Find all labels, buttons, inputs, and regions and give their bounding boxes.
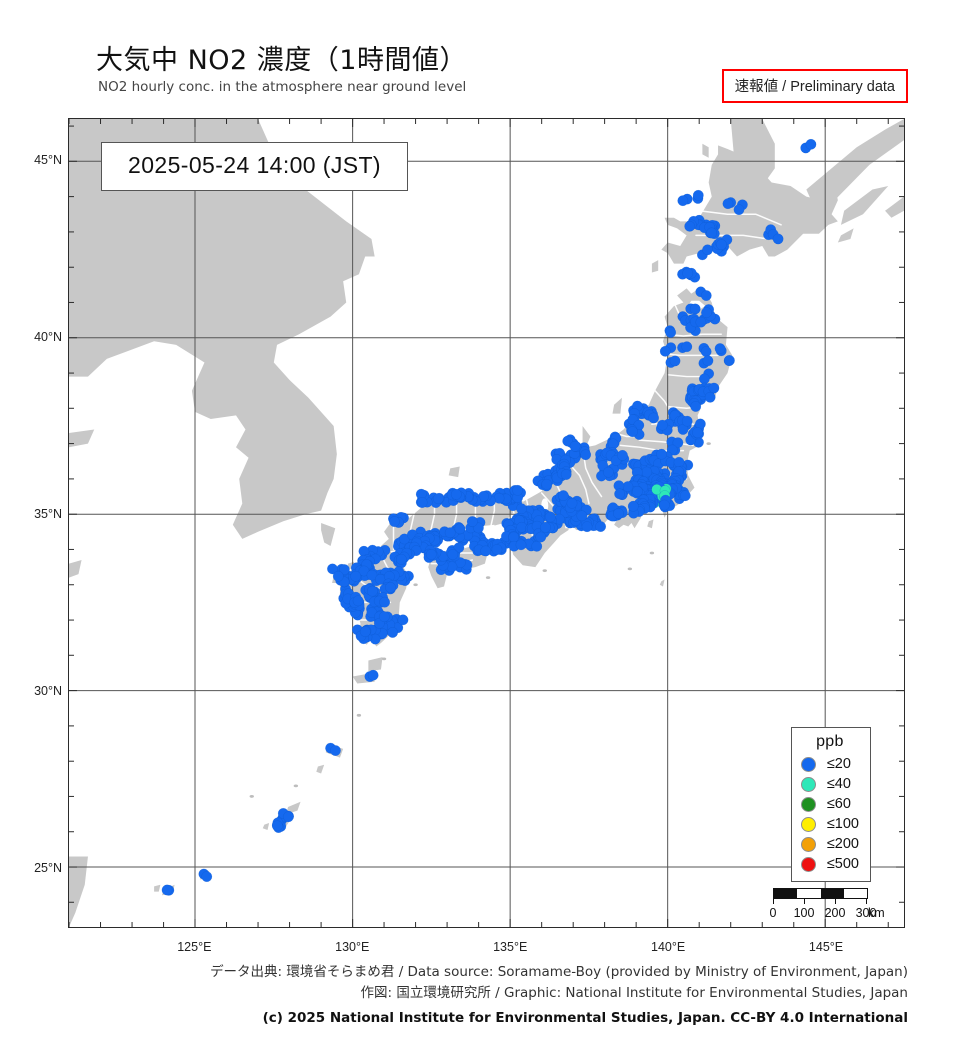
legend-item: ≤100: [800, 814, 859, 834]
y-axis-tick-label: 30°N: [34, 684, 62, 698]
admin-boundary-layer: [351, 210, 782, 621]
scale-bar-tick: [773, 899, 774, 904]
station-points-layer: [161, 138, 817, 896]
scale-bar-tick: [866, 899, 867, 904]
page-subtitle: NO2 hourly conc. in the atmosphere near …: [98, 79, 467, 95]
legend-color-swatch: [800, 816, 816, 832]
x-axis-tick-label: 135°E: [493, 940, 528, 954]
legend-box: ppb ≤20 ≤40 ≤60 ≤100 ≤200 ≤500: [790, 727, 871, 882]
footer-graphic-credit: 作図: 国立環境研究所 / Graphic: National Institut…: [360, 985, 908, 1001]
x-axis-tick-label: 125°E: [177, 940, 212, 954]
preliminary-data-badge: 速報値 / Preliminary data: [721, 69, 908, 103]
datetime-label: 2025-05-24 14:00 (JST): [101, 142, 408, 191]
scale-bar-segment: [843, 889, 867, 898]
y-axis-tick-label: 35°N: [34, 507, 62, 522]
legend-item-label: ≤200: [826, 836, 859, 852]
legend-item-label: ≤20: [826, 756, 851, 772]
scale-bar: 0 100 200 300 km: [764, 888, 892, 921]
axis-ticks-layer: [69, 119, 904, 927]
legend-items: ≤20 ≤40 ≤60 ≤100 ≤200 ≤500: [800, 754, 859, 874]
footer-data-source: データ出典: 環境省そらまめ君 / Data source: Soramame-…: [210, 964, 908, 980]
scale-bar-labels: 0 100 200 300 km: [764, 906, 892, 921]
x-axis-tick-label: 140°E: [651, 940, 686, 954]
scale-bar-tick: [804, 899, 805, 904]
legend-item: ≤200: [800, 834, 859, 854]
scale-bar-label: 0: [769, 906, 777, 920]
scale-bar-segment: [774, 889, 798, 898]
y-axis-tick-label: 45°N: [34, 153, 62, 168]
legend-item: ≤500: [800, 854, 859, 874]
scale-bar-label: 200: [824, 906, 846, 920]
map-plot-area[interactable]: 2025-05-24 14:00 (JST) ppb ≤20 ≤40 ≤60 ≤100…: [68, 118, 905, 928]
scale-bar-unit: km: [868, 906, 885, 920]
legend-item: ≤20: [800, 754, 859, 774]
page-title: 大気中 NO2 濃度（1時間値）: [96, 45, 467, 76]
footer-copyright: (c) 2025 National Institute for Environm…: [262, 1010, 908, 1026]
legend-item-label: ≤40: [826, 776, 851, 792]
y-axis-tick-label: 40°N: [34, 330, 62, 345]
footer: データ出典: 環境省そらまめ君 / Data source: Soramame-…: [0, 962, 908, 1030]
legend-color-swatch: [800, 796, 816, 812]
x-axis-tick-label: 130°E: [335, 940, 370, 954]
legend-color-swatch: [800, 836, 816, 852]
legend-item-label: ≤500: [826, 856, 859, 872]
legend-color-swatch: [800, 856, 816, 872]
scale-bar-tick: [835, 899, 836, 904]
scale-bar-ticks: [773, 899, 868, 905]
x-axis-tick-label: 145°E: [808, 940, 844, 954]
scale-bar-segment: [820, 889, 844, 898]
legend-item-label: ≤100: [826, 816, 859, 832]
scale-bar-label: 300: [855, 906, 877, 920]
scale-bar-segment: [797, 889, 821, 898]
legend-item: ≤60: [800, 794, 859, 814]
legend-title: ppb: [816, 733, 844, 750]
map-canvas[interactable]: [69, 119, 904, 927]
legend-item-label: ≤60: [826, 796, 851, 812]
legend-color-swatch: [800, 776, 816, 792]
legend-item: ≤40: [800, 774, 859, 794]
scale-bar-segments: [773, 888, 868, 899]
y-axis-tick-label: 25°N: [34, 860, 62, 875]
scale-bar-label: 100: [793, 906, 815, 920]
legend-color-swatch: [800, 756, 816, 772]
